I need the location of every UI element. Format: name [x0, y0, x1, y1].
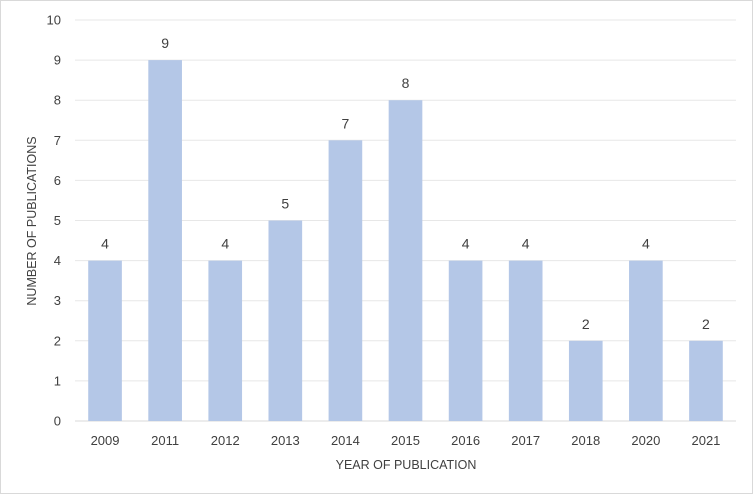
y-axis-ticks: 0 1 2 3 4 5 6 7 8 9 10: [47, 13, 61, 429]
x-tick-label: 2014: [331, 433, 360, 448]
x-tick-label: 2020: [631, 433, 660, 448]
bar-2016: [448, 260, 483, 421]
y-tick-label: 5: [54, 213, 61, 228]
data-label: 4: [221, 236, 229, 252]
y-tick-label: 8: [54, 93, 61, 108]
x-tick-label: 2012: [211, 433, 240, 448]
x-tick-label: 2021: [691, 433, 720, 448]
data-label: 4: [101, 236, 109, 252]
data-label: 2: [702, 316, 710, 332]
y-tick-label: 9: [54, 53, 61, 68]
y-axis-title: NUMBER OF PUBLICATIONS: [25, 136, 39, 305]
data-label: 2: [582, 316, 590, 332]
bar-2015: [388, 100, 423, 421]
bar-2011: [148, 60, 182, 421]
data-label: 7: [342, 115, 350, 131]
bars: [88, 60, 723, 422]
data-label: 4: [522, 236, 530, 252]
y-tick-label: 3: [54, 293, 61, 308]
bar-2009: [88, 260, 122, 421]
bar-2017: [508, 260, 543, 421]
y-tick-label: 6: [54, 173, 61, 188]
y-tick-label: 1: [54, 373, 61, 388]
data-label: 5: [281, 196, 289, 212]
y-tick-label: 10: [47, 13, 61, 28]
x-tick-label: 2017: [511, 433, 540, 448]
bar-2020: [629, 260, 663, 421]
x-tick-label: 2013: [271, 433, 300, 448]
data-label: 4: [642, 236, 650, 252]
bar-2018: [568, 340, 603, 421]
y-tick-label: 2: [54, 333, 61, 348]
bar-2012: [208, 260, 243, 421]
y-tick-label: 0: [54, 414, 61, 429]
x-tick-label: 2009: [91, 433, 120, 448]
data-labels: 4 9 4 5 7 8 4 4 2 4 2: [101, 35, 710, 332]
bar-2014: [328, 140, 363, 422]
x-tick-label: 2015: [391, 433, 420, 448]
bar-2013: [268, 220, 303, 421]
data-label: 4: [462, 236, 470, 252]
x-tick-label: 2016: [451, 433, 480, 448]
data-label: 9: [161, 35, 169, 51]
bar-2021: [689, 340, 723, 421]
x-axis-title: YEAR OF PUBLICATION: [336, 458, 477, 472]
x-tick-label: 2018: [571, 433, 600, 448]
y-tick-label: 4: [54, 253, 61, 268]
y-tick-label: 7: [54, 133, 61, 148]
x-tick-label: 2011: [151, 433, 179, 448]
data-label: 8: [402, 75, 410, 91]
x-axis-ticks: 2009 2011 2012 2013 2014 2015 2016 2017 2018 2020…: [91, 433, 721, 448]
